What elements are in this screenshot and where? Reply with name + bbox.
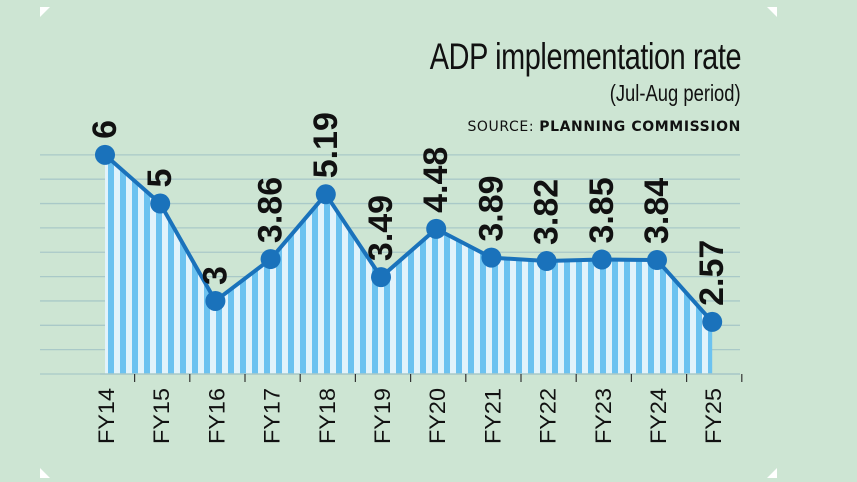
x-tick-label-FY22: FY22 (536, 388, 561, 444)
x-tick-label-FY23: FY23 (591, 388, 616, 444)
x-tick-label-FY21: FY21 (480, 388, 505, 444)
chart-subtitle: (Jul-Aug period) (610, 80, 741, 106)
corner-mark-tr (767, 7, 777, 17)
data-label-FY22: 3.82 (528, 179, 566, 245)
chart-title: ADP implementation rate (429, 36, 742, 77)
data-label-FY15: 5 (141, 169, 179, 188)
corner-mark-bl (40, 468, 50, 478)
data-point-FY18 (315, 184, 336, 205)
data-point-FY16 (205, 290, 226, 311)
data-point-FY22 (536, 251, 557, 272)
data-point-FY14 (95, 144, 115, 165)
data-label-FY23: 3.85 (583, 177, 621, 243)
source-label: SOURCE: (467, 119, 535, 135)
x-tick-label-FY16: FY16 (204, 388, 229, 444)
x-tick-label-FY18: FY18 (315, 388, 340, 444)
data-label-FY24: 3.84 (638, 178, 676, 244)
data-label-FY16: 3 (196, 266, 234, 285)
x-tick-label-FY19: FY19 (370, 388, 395, 444)
chart-source: SOURCE: PLANNING COMMISSION (467, 119, 741, 135)
data-label-FY21: 3.89 (472, 175, 510, 241)
data-point-FY23 (591, 249, 612, 270)
source-name: PLANNING COMMISSION (539, 119, 741, 135)
data-point-FY19 (371, 267, 391, 288)
data-label-FY25: 2.57 (693, 240, 731, 306)
x-tick-label-FY24: FY24 (646, 388, 671, 444)
data-label-FY18: 5.19 (307, 112, 345, 178)
data-point-FY24 (647, 250, 667, 271)
corner-mark-tl (40, 7, 50, 17)
data-label-FY19: 3.49 (362, 195, 400, 261)
area-fill (105, 154, 713, 374)
x-tick-label-FY15: FY15 (149, 388, 174, 444)
data-label-FY14: 6 (86, 120, 124, 139)
data-point-FY20 (426, 218, 447, 239)
data-point-FY17 (260, 249, 281, 270)
x-tick-label-FY20: FY20 (425, 388, 450, 444)
corner-mark-br (767, 468, 777, 478)
data-point-FY15 (150, 193, 171, 214)
data-label-FY20: 4.48 (417, 147, 455, 213)
x-tick-label-FY17: FY17 (260, 388, 285, 444)
x-tick-label-FY25: FY25 (701, 388, 726, 444)
data-point-FY25 (702, 311, 723, 332)
data-label-FY17: 3.86 (252, 177, 290, 243)
data-point-FY21 (481, 247, 502, 268)
x-tick-label-FY14: FY14 (94, 388, 119, 444)
